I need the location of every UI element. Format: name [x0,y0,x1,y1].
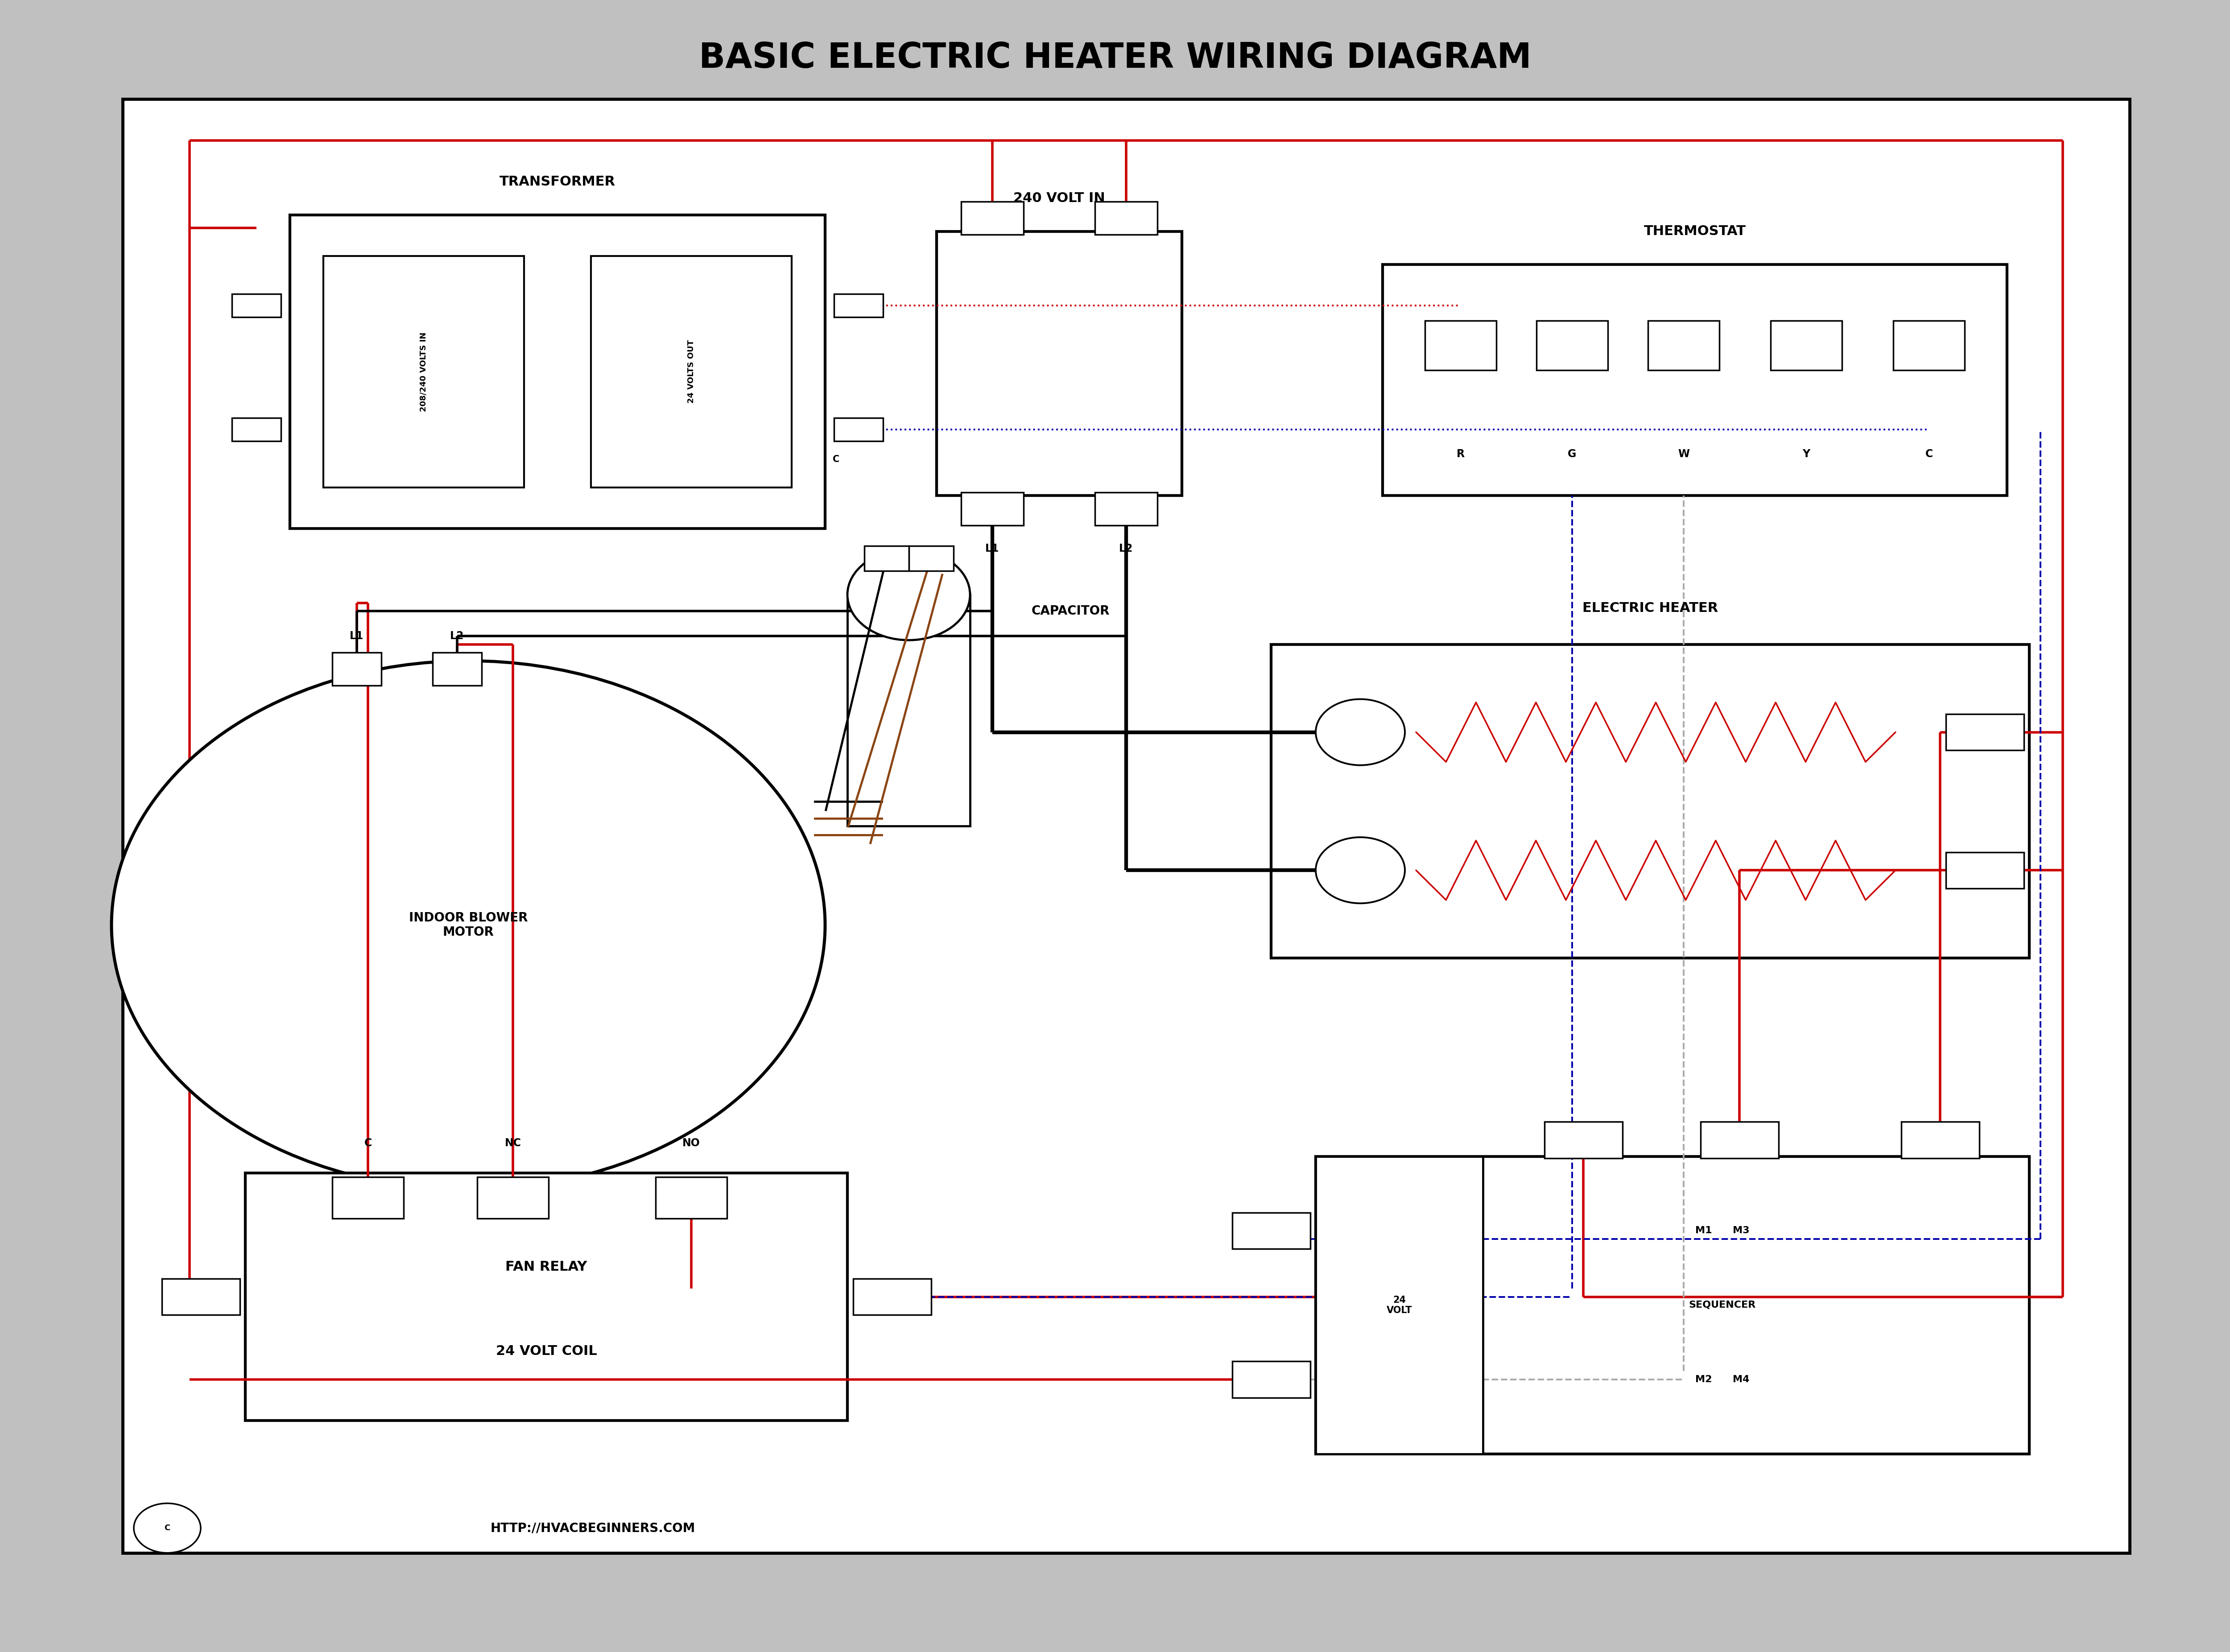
Bar [1771,320,1842,370]
Bar [323,256,524,487]
Text: 208/240 VOLTS IN: 208/240 VOLTS IN [419,332,428,411]
Text: Y: Y [1802,449,1811,459]
Bar [1095,202,1157,235]
Bar [834,418,883,441]
Bar [1945,852,2025,889]
Text: C: C [832,454,841,464]
Text: NO: NO [682,1138,700,1148]
Bar [961,492,1024,525]
Text: BASIC ELECTRIC HEATER WIRING DIAGRAM: BASIC ELECTRIC HEATER WIRING DIAGRAM [698,41,1532,74]
Bar [1945,714,2025,750]
Bar [1271,644,2029,958]
Text: G: G [1568,449,1577,459]
Bar [332,1176,404,1219]
Bar [1383,264,2007,496]
Bar [1231,1361,1311,1398]
Bar [163,1279,241,1315]
Circle shape [847,548,970,641]
Bar [1648,320,1719,370]
Text: HTTP://HVACBEGINNERS.COM: HTTP://HVACBEGINNERS.COM [491,1521,696,1535]
Bar [834,294,883,317]
Text: L1: L1 [986,544,999,553]
Bar [1900,1122,1980,1158]
Bar [123,99,2130,1553]
Text: FAN RELAY: FAN RELAY [506,1260,586,1274]
Bar [1316,1156,1483,1454]
Text: SEQUENCER: SEQUENCER [1688,1300,1755,1310]
Text: L2: L2 [1119,544,1133,553]
Circle shape [1316,838,1405,904]
Bar [232,294,281,317]
Text: NC: NC [504,1138,522,1148]
Bar [1425,320,1496,370]
Text: C: C [165,1525,169,1531]
Text: M2      M4: M2 M4 [1695,1374,1751,1384]
Text: W: W [1677,449,1690,459]
Bar [847,595,970,826]
Bar [433,653,482,686]
Bar [332,653,381,686]
Bar [852,1279,932,1315]
Bar [1543,1122,1623,1158]
Text: C: C [1924,449,1933,459]
Text: R: R [1456,449,1465,459]
Text: 24 VOLTS OUT: 24 VOLTS OUT [687,340,696,403]
Bar [656,1176,727,1219]
Text: 24 VOLT COIL: 24 VOLT COIL [495,1345,598,1358]
Text: M1      M3: M1 M3 [1695,1226,1751,1236]
Text: TRANSFORMER: TRANSFORMER [500,175,615,188]
Text: L2: L2 [450,631,464,641]
Text: CAPACITOR: CAPACITOR [1030,605,1111,618]
Bar [290,215,825,529]
Text: L1: L1 [350,631,363,641]
Text: 24
VOLT: 24 VOLT [1387,1295,1412,1315]
Bar [245,1173,847,1421]
Bar [961,202,1024,235]
Circle shape [1316,699,1405,765]
Bar [1893,320,1965,370]
Bar [477,1176,549,1219]
Bar [1316,1156,2029,1454]
Bar [1231,1213,1311,1249]
Bar [865,545,910,570]
Text: ELECTRIC HEATER: ELECTRIC HEATER [1583,601,1717,615]
Circle shape [134,1503,201,1553]
Circle shape [112,661,825,1189]
Text: C: C [363,1138,372,1148]
Text: THERMOSTAT: THERMOSTAT [1644,225,1746,238]
Bar [1536,320,1608,370]
Bar [1701,1122,1780,1158]
Bar [1095,492,1157,525]
Bar [937,231,1182,496]
Bar [591,256,792,487]
Text: INDOOR BLOWER
MOTOR: INDOOR BLOWER MOTOR [408,912,529,938]
Text: 240 VOLT IN: 240 VOLT IN [1012,192,1106,205]
Bar [232,418,281,441]
Bar [910,545,954,570]
